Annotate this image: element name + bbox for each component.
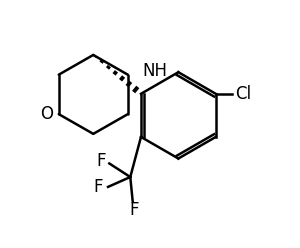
Text: F: F [129,201,139,219]
Text: O: O [40,105,53,123]
Text: Cl: Cl [235,85,251,103]
Text: NH: NH [142,62,167,80]
Text: F: F [96,152,105,170]
Text: F: F [94,178,103,196]
